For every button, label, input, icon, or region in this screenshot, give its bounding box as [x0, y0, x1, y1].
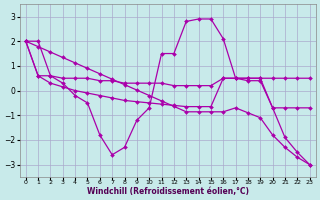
X-axis label: Windchill (Refroidissement éolien,°C): Windchill (Refroidissement éolien,°C)	[87, 187, 249, 196]
